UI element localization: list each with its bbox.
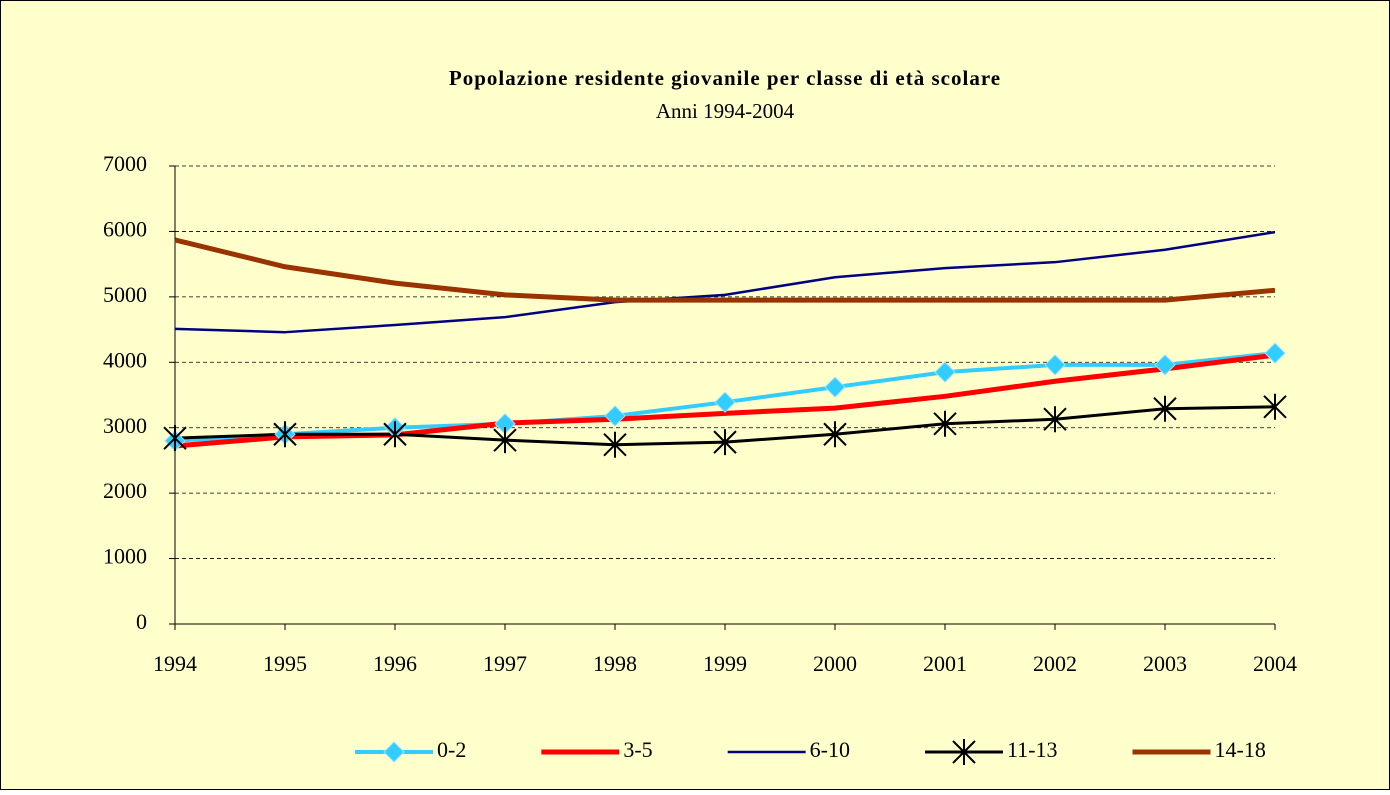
marker-asterisk (273, 421, 297, 448)
marker-asterisk (1043, 406, 1067, 433)
marker-diamond (714, 391, 736, 413)
x-tick-label: 1994 (153, 651, 197, 676)
marker-diamond (1264, 342, 1286, 364)
legend-label: 3-5 (623, 737, 652, 762)
marker-asterisk (163, 425, 187, 452)
x-tick-label: 1997 (483, 651, 527, 676)
legend: 0-2 3-5 6-10 11-13 14-18 (355, 737, 1266, 765)
legend-label: 0-2 (437, 737, 466, 762)
y-tick-label: 5000 (103, 282, 147, 307)
marker-diamond (604, 405, 626, 427)
x-tick-label: 1996 (373, 651, 417, 676)
marker-asterisk (603, 431, 627, 458)
y-tick-label: 1000 (103, 544, 147, 569)
marker-asterisk (823, 421, 847, 448)
marker-asterisk (713, 429, 737, 456)
x-tick-label: 2003 (1143, 651, 1187, 676)
x-tick-label: 1995 (263, 651, 307, 676)
chart-title: Popolazione residente giovanile per clas… (449, 66, 1001, 90)
x-tick-label: 1998 (593, 651, 637, 676)
chart-subtitle: Anni 1994-2004 (656, 99, 795, 123)
y-tick-label: 6000 (103, 216, 147, 241)
marker-asterisk (1153, 395, 1177, 422)
marker-diamond (1044, 354, 1066, 376)
legend-label: 11-13 (1007, 737, 1058, 762)
x-tick-label: 1999 (703, 651, 747, 676)
legend-marker (383, 741, 405, 763)
y-tick-label: 4000 (103, 347, 147, 372)
y-tick-label: 3000 (103, 413, 147, 438)
marker-diamond (934, 361, 956, 383)
marker-asterisk (933, 410, 957, 437)
marker-asterisk (493, 427, 517, 454)
x-tick-label: 2001 (923, 651, 967, 676)
marker-diamond (824, 376, 846, 398)
marker-asterisk (383, 421, 407, 448)
legend-marker (952, 739, 976, 765)
marker-diamond (1154, 354, 1176, 376)
y-tick-label: 2000 (103, 478, 147, 503)
y-tick-label: 0 (136, 609, 147, 634)
x-tick-label: 2002 (1033, 651, 1077, 676)
legend-label: 14-18 (1215, 737, 1266, 762)
series-line (174, 237, 1276, 303)
series-line (174, 230, 1276, 334)
y-tick-label: 7000 (103, 151, 147, 176)
marker-asterisk (1263, 393, 1287, 420)
x-tick-label: 2000 (813, 651, 857, 676)
x-tick-label: 2004 (1253, 651, 1297, 676)
legend-label: 6-10 (810, 737, 850, 762)
